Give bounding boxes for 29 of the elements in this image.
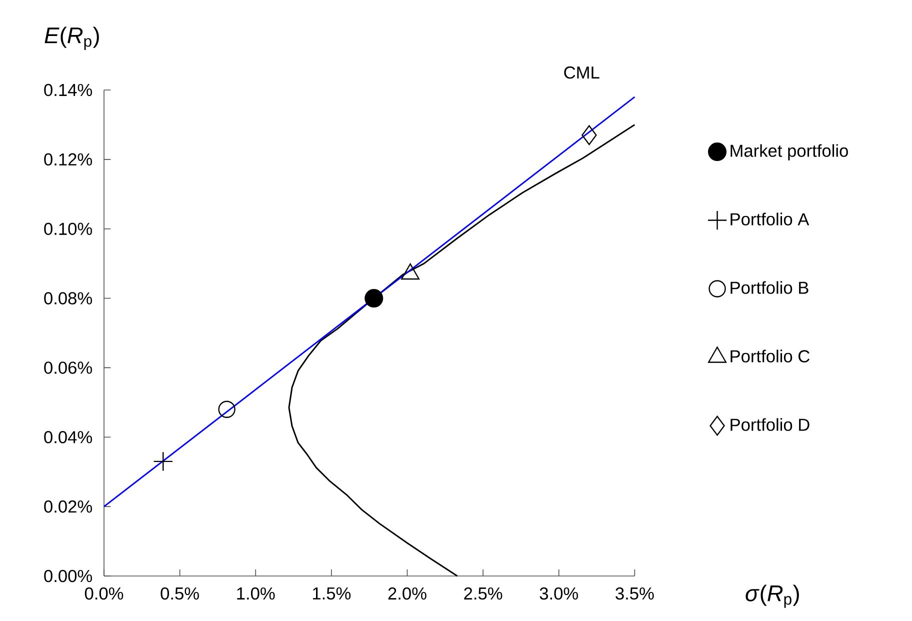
legend-label: Market portfolio: [730, 144, 848, 160]
y-tick-label: 0.00%: [44, 570, 92, 582]
x-tick-label: 3.0%: [540, 587, 578, 600]
x-tick-label: 1.0%: [237, 587, 275, 600]
x-axis-title: σ(R$_{p}$): [746, 584, 799, 608]
legend-label: Portfolio C: [730, 350, 810, 362]
x-tick-label: 0.0%: [84, 587, 124, 600]
x-tick-label: 2.5%: [464, 587, 502, 600]
y-tick-label: 0.12%: [44, 153, 92, 166]
x-tick-label: 3.5%: [616, 587, 654, 600]
point: [364, 289, 384, 308]
legend-label: Portfolio B: [730, 281, 808, 294]
point: [153, 452, 174, 472]
y-tick-label: 0.08%: [44, 292, 92, 304]
legend-label: Portfolio D: [730, 418, 810, 431]
x-tick-label: 2.0%: [388, 587, 426, 600]
y-tick-label: 0.06%: [44, 362, 92, 374]
y-axis-title: E(R$_{p}$): [44, 26, 99, 50]
x-tick-label: 1.5%: [312, 587, 351, 600]
point: [582, 125, 597, 146]
legend-label: Portfolio A: [730, 212, 810, 226]
line-series: [288, 124, 636, 577]
x-tick-label: 0.5%: [160, 587, 199, 600]
text: CML: [564, 66, 600, 79]
y-tick-label: 0.14%: [44, 84, 92, 96]
point: [218, 400, 236, 418]
y-tick-label: 0.02%: [44, 500, 92, 513]
y-tick-label: 0.04%: [44, 431, 92, 444]
y-tick-label: 0.10%: [44, 222, 92, 235]
